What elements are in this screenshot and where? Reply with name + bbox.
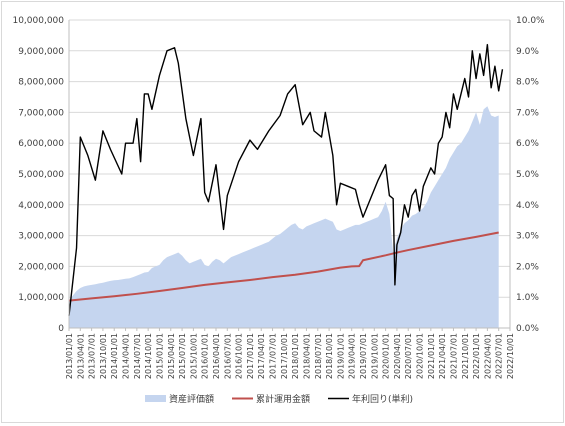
axes bbox=[68, 20, 511, 331]
right-tick-label: 9.0% bbox=[516, 47, 539, 57]
x-tick-label: 2018/04/01 bbox=[302, 333, 311, 379]
area-series-layer bbox=[69, 106, 499, 329]
left-tick-label: 7,000,000 bbox=[18, 108, 64, 118]
right-tick-label: 4.0% bbox=[516, 201, 539, 211]
left-tick-label: 9,000,000 bbox=[18, 47, 64, 57]
x-tick-label: 2021/01/01 bbox=[427, 333, 436, 379]
x-tick-label: 2014/07/01 bbox=[133, 333, 142, 379]
x-tick-label: 2017/04/01 bbox=[257, 333, 266, 379]
x-tick-label: 2020/10/01 bbox=[416, 333, 425, 379]
left-tick-label: 2,000,000 bbox=[18, 262, 64, 272]
right-tick-label: 1.0% bbox=[516, 293, 539, 303]
x-tick-label: 2021/04/01 bbox=[438, 333, 447, 379]
right-tick-label: 2.0% bbox=[516, 262, 539, 272]
left-tick-label: 4,000,000 bbox=[18, 201, 64, 211]
gridlines bbox=[69, 19, 510, 298]
x-tick-label: 2017/10/01 bbox=[280, 333, 289, 379]
right-tick-label: 7.0% bbox=[516, 108, 539, 118]
line-series-layer bbox=[68, 43, 504, 316]
x-tick-label: 2020/07/01 bbox=[404, 333, 413, 379]
x-tick-label: 2020/04/01 bbox=[393, 333, 402, 379]
x-axis-tick-labels: 2013/01/01 2013/04/01 2013/07/01 2013/10/01… bbox=[65, 333, 515, 379]
x-tick-label: 2019/01/01 bbox=[336, 333, 345, 379]
x-tick-label: 2013/04/01 bbox=[76, 333, 85, 379]
x-tick-label: 2019/04/01 bbox=[348, 333, 357, 379]
x-tick-label: 2022/07/01 bbox=[495, 333, 504, 379]
x-tick-label: 2018/07/01 bbox=[314, 333, 323, 379]
x-tick-label: 2016/10/01 bbox=[235, 333, 244, 379]
left-tick-label: 8,000,000 bbox=[18, 78, 64, 88]
x-tick-label: 2022/10/01 bbox=[506, 333, 515, 379]
series-area-asset-value bbox=[69, 106, 499, 329]
x-tick-label: 2013/01/01 bbox=[65, 333, 74, 379]
x-tick-label: 2020/01/01 bbox=[382, 333, 391, 379]
x-tick-label: 2022/01/01 bbox=[472, 333, 481, 379]
legend-label: 資産評価額 bbox=[169, 393, 214, 405]
x-tick-label: 2022/04/01 bbox=[483, 333, 492, 379]
x-tick-label: 2016/04/01 bbox=[212, 333, 221, 379]
legend-swatch bbox=[145, 395, 166, 402]
x-tick-label: 2021/07/01 bbox=[449, 333, 458, 379]
x-tick-label: 2015/07/01 bbox=[178, 333, 187, 379]
x-tick-label: 2013/07/01 bbox=[88, 333, 97, 379]
x-tick-label: 2017/01/01 bbox=[246, 333, 255, 379]
series-line-cumulative-invested bbox=[68, 231, 499, 302]
right-tick-label: 6.0% bbox=[516, 139, 539, 149]
left-tick-label: 5,000,000 bbox=[18, 170, 64, 180]
x-tick-label: 2015/01/01 bbox=[155, 333, 164, 379]
left-tick-label: 6,000,000 bbox=[18, 139, 64, 149]
x-tick-label: 2016/07/01 bbox=[223, 333, 232, 379]
right-tick-label: 0.0% bbox=[516, 324, 539, 334]
left-tick-label: 1,000,000 bbox=[18, 293, 64, 303]
right-tick-label: 3.0% bbox=[516, 232, 539, 242]
legend-label: 累計運用金額 bbox=[256, 393, 310, 405]
x-tick-label: 2014/01/01 bbox=[110, 333, 119, 379]
left-axis-tick-labels: 0 1,000,000 2,000,000 3,000,000 4,000,000 5,0… bbox=[12, 16, 64, 334]
right-tick-label: 5.0% bbox=[516, 170, 539, 180]
x-tick-label: 2018/10/01 bbox=[325, 333, 334, 379]
x-tick-label: 2016/01/01 bbox=[201, 333, 210, 379]
chart: 0 1,000,000 2,000,000 3,000,000 4,000,000 5,0… bbox=[12, 16, 545, 405]
left-tick-label: 0 bbox=[58, 324, 64, 334]
x-tick-label: 2018/01/01 bbox=[291, 333, 300, 379]
legend-label: 年利回り(単利) bbox=[352, 393, 413, 405]
x-tick-label: 2014/10/01 bbox=[144, 333, 153, 379]
x-tick-label: 2015/10/01 bbox=[189, 333, 198, 379]
x-tick-label: 2021/10/01 bbox=[461, 333, 470, 379]
x-tick-label: 2013/10/01 bbox=[99, 333, 108, 379]
x-tick-label: 2014/04/01 bbox=[122, 333, 131, 379]
left-tick-label: 3,000,000 bbox=[18, 232, 64, 242]
x-tick-label: 2019/07/01 bbox=[359, 333, 368, 379]
left-tick-label: 10,000,000 bbox=[12, 16, 64, 26]
right-axis-tick-labels: 0.0% 1.0% 2.0% 3.0% 4.0% 5.0% 6.0% 7.0% 8.0% 9.0%… bbox=[516, 16, 545, 334]
x-tick-label: 2015/04/01 bbox=[167, 333, 176, 379]
right-tick-label: 10.0% bbox=[516, 16, 545, 26]
x-tick-label: 2019/10/01 bbox=[370, 333, 379, 379]
right-tick-label: 8.0% bbox=[516, 78, 539, 88]
series-line-annual-yield bbox=[68, 43, 504, 316]
x-tick-label: 2017/07/01 bbox=[269, 333, 278, 379]
legend: 資産評価額 累計運用金額 年利回り(単利) bbox=[145, 393, 413, 405]
